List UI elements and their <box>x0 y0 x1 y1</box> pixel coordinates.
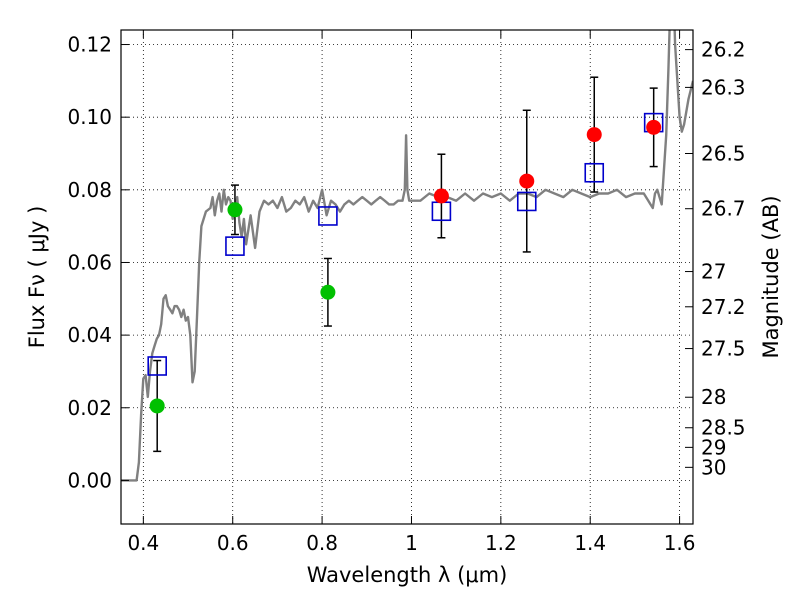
y-tick-label: 0.12 <box>67 33 112 57</box>
y2-tick-label: 26.5 <box>701 142 746 166</box>
x-tick-label: 1.6 <box>664 531 696 555</box>
y-tick-label: 0.02 <box>67 396 112 420</box>
y2-tick-label: 28.5 <box>701 416 746 440</box>
model-photometry-square <box>516 191 537 212</box>
axis-ticks: 0.4 0.6 0.8 1 1.2 1.4 1.6 0.00 0.02 0.04 0.06 0.08 0… <box>67 30 746 555</box>
y-tick-label: 0.06 <box>67 250 112 274</box>
data-point <box>320 284 336 300</box>
model-photometry-square <box>584 162 605 183</box>
y-tick-label: 0.10 <box>67 105 112 129</box>
y2-axis-title: Magnitude (AB) <box>759 195 783 358</box>
spectrum-line <box>121 30 693 482</box>
x-tick-label: 1.4 <box>574 531 606 555</box>
y2-tick-label: 28 <box>701 385 726 409</box>
x-tick-label: 0.4 <box>127 531 159 555</box>
y2-tick-label: 27.5 <box>701 337 746 361</box>
grid <box>121 30 693 524</box>
data-point <box>646 119 662 135</box>
y2-tick-label: 30 <box>701 455 726 479</box>
y2-tick-label: 26.7 <box>701 197 746 221</box>
x-tick-label: 0.6 <box>217 531 249 555</box>
data-point <box>149 398 165 414</box>
y2-tick-label: 26.3 <box>701 75 746 99</box>
model-photometry-square <box>318 206 338 226</box>
plot-marks <box>121 30 693 482</box>
y-tick-label: 0.04 <box>67 323 112 347</box>
model-photometry-square <box>147 356 167 376</box>
x-tick-label: 1.2 <box>485 531 517 555</box>
data-point <box>519 173 535 189</box>
y-tick-label: 0.00 <box>67 468 112 492</box>
y2-tick-label: 26.2 <box>701 38 746 62</box>
y2-tick-label: 29 <box>701 435 726 459</box>
y-axis-title: Flux Fν ( μJy ) <box>25 206 49 349</box>
data-point <box>227 202 243 218</box>
data-point <box>586 127 602 143</box>
x-axis-title: Wavelength λ (μm) <box>307 563 508 587</box>
data-point <box>433 188 449 204</box>
y2-tick-label: 27 <box>701 260 726 284</box>
model-photometry-square <box>225 236 245 256</box>
plot-frame <box>120 29 694 525</box>
x-tick-label: 1 <box>405 531 418 555</box>
x-tick-label: 0.8 <box>306 531 338 555</box>
y-tick-label: 0.08 <box>67 178 112 202</box>
y2-tick-label: 27.2 <box>701 295 746 319</box>
